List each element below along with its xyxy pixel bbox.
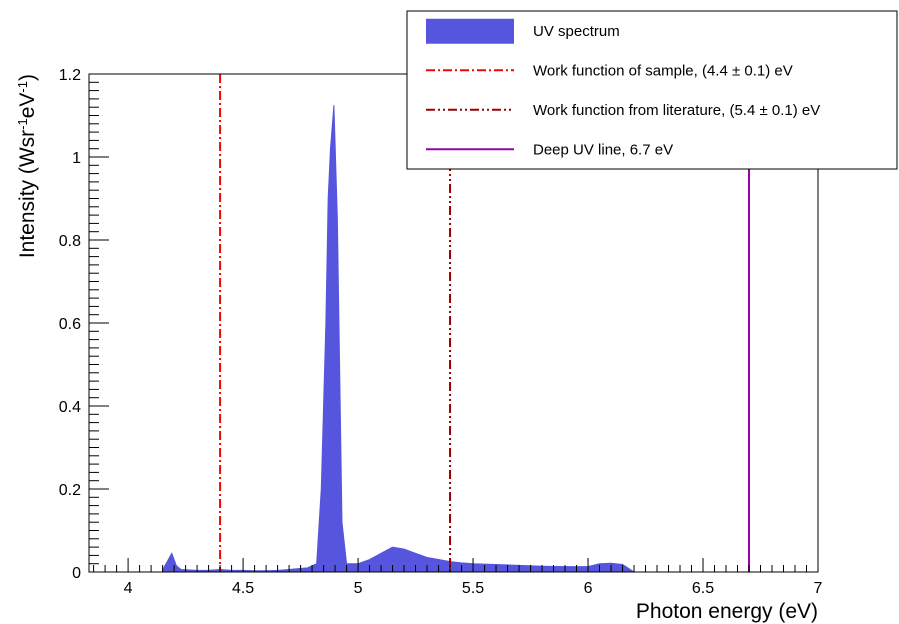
x-axis-title: Photon energy (eV) xyxy=(636,600,818,623)
x-tick-label: 7 xyxy=(814,580,823,597)
y-tick-label: 0 xyxy=(72,565,81,582)
y-tick-label: 0.4 xyxy=(59,399,81,416)
y-axis-title-mid: eV xyxy=(16,93,39,119)
legend-label: UV spectrum xyxy=(533,23,620,40)
y-axis-title-main: Intensity (Wsr xyxy=(16,130,39,258)
plot-area xyxy=(162,105,636,573)
x-tick-label: 6.5 xyxy=(692,580,714,597)
y-axis: 0 0.2 0.4 0.6 0.8 1 1.2 xyxy=(59,67,109,582)
y-tick-label: 0.8 xyxy=(59,233,81,250)
y-tick-label: 1.2 xyxy=(59,67,81,84)
legend-swatch-area xyxy=(426,18,514,44)
legend-label: Deep UV line, 6.7 eV xyxy=(533,141,673,158)
y-axis-title: Intensity (Wsr-1eV-1) xyxy=(15,74,40,258)
y-tick-label: 0.6 xyxy=(59,316,81,333)
x-tick-label: 6 xyxy=(584,580,593,597)
legend-label: Work function of sample, (4.4 ± 0.1) eV xyxy=(533,62,793,79)
x-tick-label: 4 xyxy=(124,580,133,597)
y-tick-label: 1 xyxy=(72,150,81,167)
x-tick-label: 5.5 xyxy=(462,580,484,597)
series-area-0 xyxy=(162,105,636,573)
y-axis-title-sup2: -1 xyxy=(15,81,30,93)
y-axis-title-end: ) xyxy=(16,74,39,81)
legend: UV spectrum Work function of sample, (4.4… xyxy=(406,10,898,170)
y-axis-title-sup1: -1 xyxy=(15,118,30,130)
x-tick-label: 5 xyxy=(354,580,363,597)
x-tick-label: 4.5 xyxy=(232,580,254,597)
y-tick-label: 0.2 xyxy=(59,482,81,499)
legend-label: Work function from literature, (5.4 ± 0.… xyxy=(533,102,820,119)
x-axis: 4 4.5 5 5.5 6 6.5 7 xyxy=(93,558,823,597)
